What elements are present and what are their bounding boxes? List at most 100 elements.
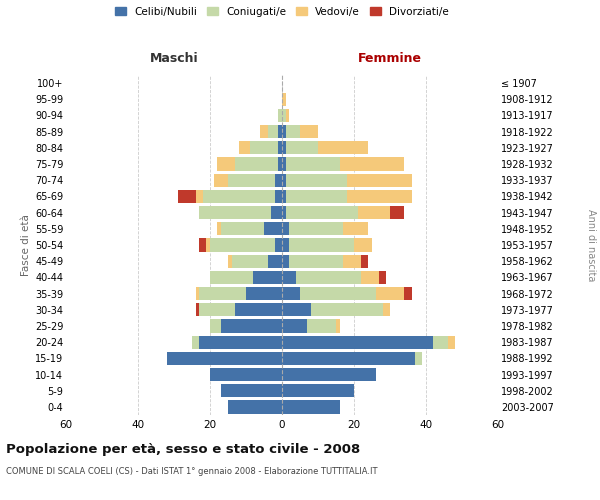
Bar xyxy=(199,303,235,316)
Bar xyxy=(196,287,199,300)
Bar xyxy=(268,125,278,138)
Bar xyxy=(286,190,347,203)
Bar xyxy=(217,222,221,235)
Bar xyxy=(347,174,412,187)
Bar xyxy=(221,320,282,332)
Bar xyxy=(379,270,386,284)
Bar xyxy=(199,287,246,300)
Bar xyxy=(286,174,347,187)
Bar xyxy=(210,320,221,332)
Bar xyxy=(228,174,275,187)
Bar xyxy=(282,352,415,365)
Bar xyxy=(282,384,354,398)
Bar xyxy=(282,174,286,187)
Bar xyxy=(286,109,289,122)
Bar xyxy=(235,303,282,316)
Bar xyxy=(275,190,282,203)
Bar xyxy=(343,222,368,235)
Bar xyxy=(361,254,368,268)
Bar xyxy=(196,190,203,203)
Bar xyxy=(300,287,376,300)
Bar xyxy=(275,238,282,252)
Bar xyxy=(282,92,286,106)
Bar xyxy=(199,336,282,349)
Bar xyxy=(289,222,343,235)
Text: Femmine: Femmine xyxy=(358,52,422,66)
Bar xyxy=(268,254,282,268)
Text: Maschi: Maschi xyxy=(149,52,199,66)
Bar xyxy=(358,206,390,220)
Bar xyxy=(228,400,282,413)
Bar xyxy=(275,174,282,187)
Bar xyxy=(300,125,318,138)
Bar xyxy=(278,109,282,122)
Bar xyxy=(192,336,199,349)
Bar xyxy=(278,158,282,170)
Bar xyxy=(282,141,286,154)
Bar xyxy=(278,141,282,154)
Bar xyxy=(210,368,282,381)
Bar xyxy=(210,270,253,284)
Bar xyxy=(282,303,311,316)
Bar xyxy=(214,174,228,187)
Bar xyxy=(199,206,271,220)
Bar xyxy=(289,254,343,268)
Bar xyxy=(340,158,404,170)
Bar xyxy=(282,287,300,300)
Bar xyxy=(282,158,286,170)
Bar xyxy=(433,336,448,349)
Bar xyxy=(307,320,336,332)
Bar xyxy=(239,141,250,154)
Y-axis label: Fasce di età: Fasce di età xyxy=(20,214,31,276)
Text: COMUNE DI SCALA COELI (CS) - Dati ISTAT 1° gennaio 2008 - Elaborazione TUTTITALI: COMUNE DI SCALA COELI (CS) - Dati ISTAT … xyxy=(6,468,377,476)
Bar xyxy=(253,270,282,284)
Bar xyxy=(282,400,340,413)
Bar xyxy=(282,109,286,122)
Bar xyxy=(415,352,422,365)
Bar xyxy=(264,222,282,235)
Bar xyxy=(343,254,361,268)
Bar xyxy=(347,190,412,203)
Bar xyxy=(282,270,296,284)
Bar xyxy=(286,158,340,170)
Bar xyxy=(286,141,318,154)
Bar xyxy=(282,368,376,381)
Bar xyxy=(196,303,199,316)
Bar xyxy=(221,384,282,398)
Bar xyxy=(260,125,268,138)
Bar xyxy=(235,158,278,170)
Bar xyxy=(289,238,354,252)
Bar xyxy=(278,125,282,138)
Bar xyxy=(199,238,206,252)
Bar xyxy=(286,125,300,138)
Bar xyxy=(311,303,383,316)
Bar xyxy=(282,254,289,268)
Bar xyxy=(246,287,282,300)
Bar xyxy=(286,206,358,220)
Bar xyxy=(210,238,275,252)
Bar xyxy=(336,320,340,332)
Bar xyxy=(282,320,307,332)
Bar xyxy=(167,352,282,365)
Legend: Celibi/Nubili, Coniugati/e, Vedovi/e, Divorziati/e: Celibi/Nubili, Coniugati/e, Vedovi/e, Di… xyxy=(111,2,453,21)
Text: Anni di nascita: Anni di nascita xyxy=(586,209,596,281)
Bar xyxy=(390,206,404,220)
Bar xyxy=(271,206,282,220)
Bar xyxy=(221,222,264,235)
Bar xyxy=(232,254,268,268)
Bar xyxy=(354,238,372,252)
Bar xyxy=(178,190,196,203)
Bar xyxy=(282,206,286,220)
Bar xyxy=(206,238,210,252)
Bar xyxy=(203,190,275,203)
Bar xyxy=(296,270,361,284)
Bar xyxy=(282,238,289,252)
Bar xyxy=(376,287,404,300)
Bar xyxy=(282,222,289,235)
Bar xyxy=(282,125,286,138)
Bar xyxy=(361,270,379,284)
Bar xyxy=(318,141,368,154)
Bar xyxy=(404,287,412,300)
Bar xyxy=(250,141,278,154)
Bar xyxy=(448,336,455,349)
